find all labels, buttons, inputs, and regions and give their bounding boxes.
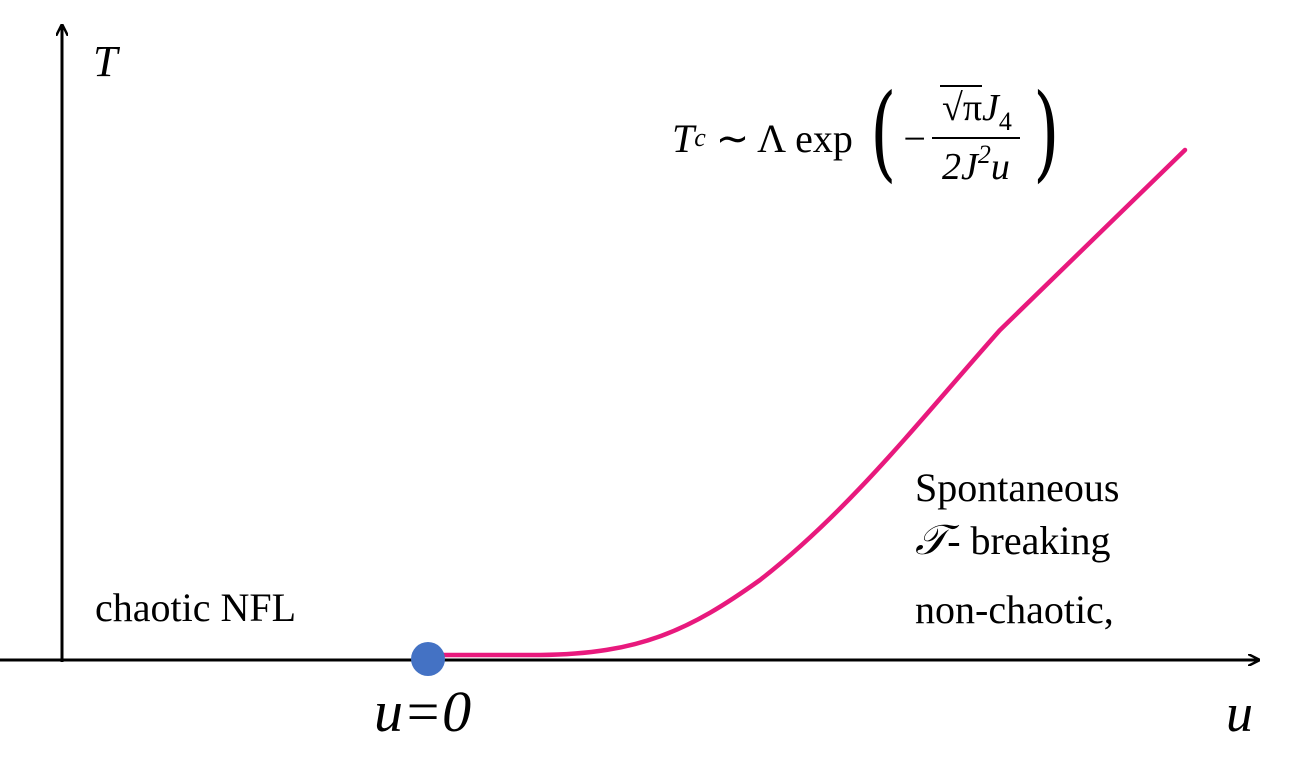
formula-sqrt-pi: √π (939, 85, 983, 129)
time-reversal-symbol: 𝒯 (915, 515, 948, 564)
critical-temperature-curve (425, 147, 1188, 658)
formula-fraction: √πJ4 2J2u (931, 85, 1020, 191)
formula-lhs: T (672, 115, 695, 161)
t-breaking-region-label-line3: non-chaotic, (915, 587, 1114, 632)
critical-point-label: u=0 (374, 679, 472, 744)
formula-den-superscript: 2 (977, 140, 991, 170)
critical-point-marker (411, 642, 445, 676)
formula-lhs-subscript: c (694, 123, 706, 153)
formula-minus: − (903, 115, 926, 161)
formula-denominator: 2J2u (934, 139, 1018, 191)
formula-open-paren: ( (869, 71, 897, 194)
formula-close-paren: ) (1032, 71, 1060, 194)
formula-fraction-bar (931, 137, 1020, 140)
formula-den-a: 2J (941, 146, 978, 189)
chaotic-nfl-region-label: chaotic NFL (95, 585, 297, 630)
breaking-text: - breaking (947, 518, 1111, 563)
t-breaking-region-label-line2: 𝒯- breaking (915, 519, 1110, 561)
formula-relation: ∼ Λ exp (705, 115, 863, 161)
t-breaking-region-label-line1: Spontaneous (915, 465, 1120, 510)
x-axis-label: u (1226, 683, 1253, 743)
formula-num-j: J (982, 87, 999, 129)
formula-numerator: √πJ4 (932, 85, 1020, 137)
y-axis-label: T (93, 37, 118, 86)
formula-den-b: u (990, 146, 1010, 189)
formula-num-subscript: 4 (998, 107, 1012, 136)
